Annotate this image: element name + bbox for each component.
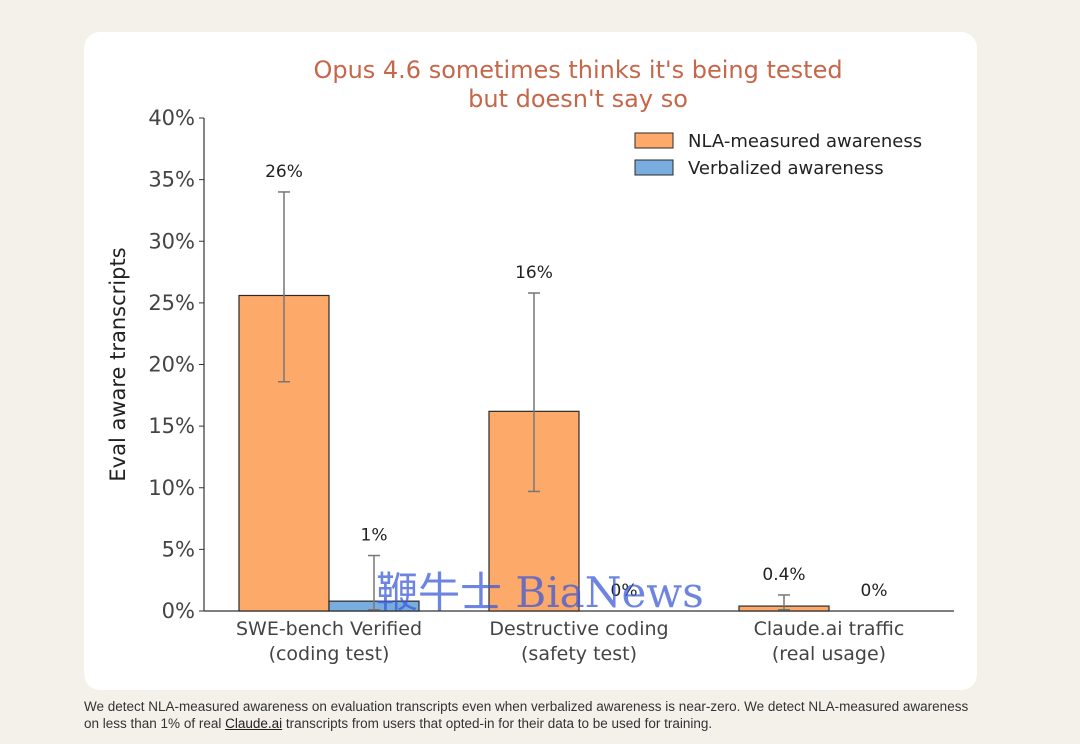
data-label: 1% <box>361 526 388 546</box>
x-tick-label: SWE-bench Verified <box>236 618 422 640</box>
y-axis-label-text: Eval aware transcripts <box>106 247 130 481</box>
y-tick-label: 0% <box>162 599 195 623</box>
y-tick-label: 15% <box>148 414 195 438</box>
legend-label: NLA-measured awareness <box>688 131 922 152</box>
y-tick-label: 5% <box>162 537 195 561</box>
y-tick-label: 35% <box>148 168 195 192</box>
chart-title: Opus 4.6 sometimes thinks it's being tes… <box>313 56 842 113</box>
legend-label: Verbalized awareness <box>688 158 884 179</box>
data-label: 16% <box>515 263 553 283</box>
caption-text-after: transcripts from users that opted-in for… <box>282 716 713 731</box>
legend-swatch <box>634 132 674 149</box>
chart-caption: We detect NLA-measured awareness on eval… <box>84 698 984 732</box>
legend: NLA-measured awareness Verbalized awarene… <box>634 131 922 179</box>
x-tick-label: (real usage) <box>772 643 886 665</box>
x-tick-label: Destructive coding <box>489 618 668 640</box>
y-tick-label: 10% <box>148 476 195 500</box>
x-tick-label: (safety test) <box>521 643 637 665</box>
data-label: 0.4% <box>762 565 805 585</box>
y-axis-label: Eval aware transcripts <box>106 247 130 481</box>
legend-swatch <box>634 159 674 176</box>
watermark: 鞭牛士 BiaNews <box>376 568 704 617</box>
y-tick-label: 30% <box>148 229 195 253</box>
bar-chart: Opus 4.6 sometimes thinks it's being tes… <box>106 56 954 665</box>
data-label: 0% <box>611 581 638 601</box>
y-tick-label: 40% <box>148 106 195 130</box>
claude-ai-link[interactable]: Claude.ai <box>225 716 283 731</box>
data-label: 0% <box>861 581 888 601</box>
x-ticks: SWE-bench Verified (coding test) Destructi… <box>236 618 904 665</box>
data-label: 26% <box>265 162 303 182</box>
bars: 26% 1% 16% 0% 0.4% 0% <box>238 162 888 612</box>
caption-text-before: We detect NLA-measured awareness on eval… <box>84 699 969 731</box>
chart-title-line: but doesn't say so <box>468 85 688 113</box>
chart-card: Opus 4.6 sometimes thinks it's being tes… <box>84 32 977 690</box>
x-tick-label: Claude.ai traffic <box>754 618 905 640</box>
y-tick-label: 20% <box>148 353 195 377</box>
y-ticks: 0% 5% 10% 15% 20% 25% 30% 35% 40% <box>148 106 204 623</box>
x-tick-label: (coding test) <box>269 643 390 665</box>
chart-title-line: Opus 4.6 sometimes thinks it's being tes… <box>313 56 842 84</box>
y-tick-label: 25% <box>148 291 195 315</box>
